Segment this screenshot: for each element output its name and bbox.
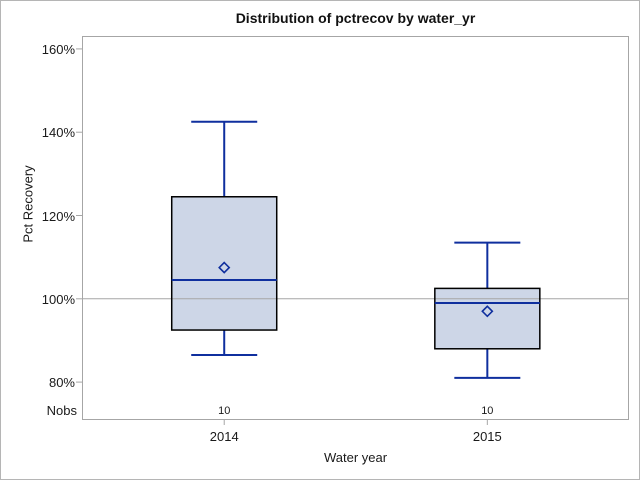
- box-outline-2015: [434, 287, 541, 350]
- y-tick-label: 120%: [41, 208, 75, 224]
- mean-diamond-marker-2015: [481, 305, 494, 318]
- chart-title: Distribution of pctrecov by water_yr: [235, 10, 476, 26]
- nobs-value: 10: [481, 405, 494, 417]
- x-tick-label: 2014: [209, 429, 239, 444]
- y-axis-title: Pct Recovery: [20, 165, 36, 243]
- y-tick-label: 80%: [48, 375, 75, 391]
- mean-diamond-marker-2014: [218, 261, 231, 274]
- x-tick-label: 2015: [472, 429, 502, 444]
- y-tick-label: 100%: [41, 291, 75, 307]
- box-fill-2015: [434, 288, 540, 349]
- nobs-value: 10: [218, 405, 231, 417]
- box-outline-2014: [170, 196, 278, 331]
- y-tick-label: 160%: [41, 41, 75, 57]
- nobs-label: Nobs: [46, 403, 77, 418]
- x-axis-title: Water year: [323, 450, 388, 465]
- y-tick-label: 140%: [41, 125, 75, 141]
